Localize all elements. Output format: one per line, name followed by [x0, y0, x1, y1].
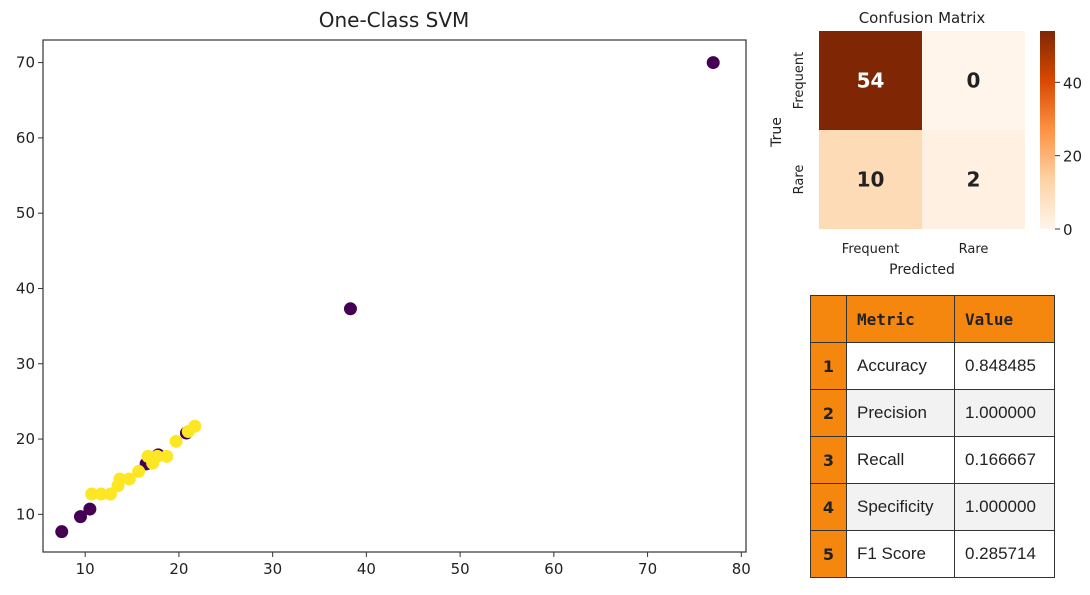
cm-x-tick-label: Frequent — [842, 242, 899, 257]
metrics-row: 4 Specificity 1.000000 — [810, 483, 1055, 531]
confusion-matrix: Confusion Matrix 54 010 2 Frequent RareFreq… — [769, 9, 1082, 278]
metrics-row-index: 4 — [810, 483, 847, 531]
outlier-point — [73, 510, 87, 524]
inlier-point — [188, 419, 202, 433]
metrics-row: 3 Recall 0.166667 — [810, 436, 1055, 484]
cm-cell-value: 0 — [967, 69, 981, 93]
metrics-row-value: 1.000000 — [954, 483, 1055, 531]
scatter-x-ticks: 10 20 30 40 50 60 70 80 — [76, 552, 751, 578]
cm-xlabel: Predicted — [889, 262, 955, 278]
inlier-point — [85, 487, 99, 501]
inlier-point — [160, 449, 174, 463]
outlier-point — [83, 502, 97, 516]
metrics-row-metric: Recall — [846, 436, 955, 484]
metrics-row-metric: F1 Score — [846, 530, 955, 578]
cm-cell — [819, 130, 922, 229]
scatter-plot-area — [42, 39, 747, 553]
metrics-row: 5 F1 Score 0.285714 — [810, 530, 1055, 578]
cm-cell — [922, 130, 1025, 229]
y-tick-label: 20 — [16, 430, 35, 448]
x-tick-label: 80 — [732, 560, 751, 578]
cm-cells: 54 0 10 2 — [819, 31, 1025, 229]
cm-labels: Frequent Rare Frequent Rare — [792, 52, 988, 257]
outlier-point — [343, 302, 357, 316]
metrics-row-metric: Specificity — [846, 483, 955, 531]
metrics-row-index: 5 — [810, 530, 847, 578]
scatter-points — [55, 56, 720, 539]
metrics-row: 1 Accuracy 0.848485 — [810, 342, 1055, 390]
metrics-table: Metric Value 1 Accuracy 0.848485 2 Preci… — [810, 295, 1055, 578]
outlier-point — [55, 525, 69, 539]
metrics-row: 2 Precision 1.000000 — [810, 389, 1055, 437]
cm-x-tick-label: Rare — [959, 242, 989, 257]
colorbar-tick-label: 40 — [1063, 74, 1082, 92]
inlier-point — [103, 487, 117, 501]
scatter-title: One-Class SVM — [319, 8, 470, 32]
x-tick-label: 40 — [357, 560, 376, 578]
metrics-row-index: 1 — [810, 342, 847, 390]
metrics-row-value: 0.166667 — [954, 436, 1055, 484]
inlier-point — [113, 472, 127, 486]
y-tick-label: 30 — [16, 355, 35, 373]
metrics-header-row: Metric Value — [810, 295, 1055, 343]
x-tick-label: 10 — [76, 560, 95, 578]
x-tick-label: 30 — [263, 560, 282, 578]
metrics-header-value: Value — [954, 295, 1055, 343]
metrics-row-value: 1.000000 — [954, 389, 1055, 437]
inlier-point — [122, 472, 136, 486]
cm-y-tick-label: Frequent — [792, 52, 807, 109]
cm-colorbar-ticks: 0 20 40 — [1055, 74, 1082, 239]
cm-cell — [819, 31, 922, 130]
inlier-point — [94, 487, 108, 501]
scatter-plot: One-Class SVM 10 20 30 40 50 60 70 80 10 20 30 40 5… — [16, 8, 751, 578]
cm-cell-value: 2 — [967, 168, 981, 192]
cm-colorbar — [1040, 31, 1055, 229]
outlier-point — [706, 56, 720, 70]
inlier-point — [150, 449, 164, 463]
cm-cell — [922, 31, 1025, 130]
cm-title: Confusion Matrix — [859, 9, 986, 27]
cm-y-tick-label: Rare — [792, 165, 807, 195]
metrics-row-index: 3 — [810, 436, 847, 484]
y-tick-label: 70 — [16, 54, 35, 72]
metrics-row-metric: Accuracy — [846, 342, 955, 390]
x-tick-label: 70 — [638, 560, 657, 578]
cm-cell-value: 10 — [857, 168, 885, 192]
inlier-point — [169, 434, 183, 448]
x-tick-label: 50 — [451, 560, 470, 578]
x-tick-label: 20 — [169, 560, 188, 578]
cm-cell-value: 54 — [857, 69, 885, 93]
y-tick-label: 60 — [16, 129, 35, 147]
colorbar-tick-label: 20 — [1063, 148, 1082, 166]
metrics-row-value: 0.285714 — [954, 530, 1055, 578]
y-tick-label: 50 — [16, 204, 35, 222]
y-tick-label: 40 — [16, 279, 35, 297]
metrics-row-index: 2 — [810, 389, 847, 437]
metrics-row-value: 0.848485 — [954, 342, 1055, 390]
metrics-header-index — [810, 295, 847, 343]
metrics-header-metric: Metric — [846, 295, 955, 343]
metrics-row-metric: Precision — [846, 389, 955, 437]
y-tick-label: 10 — [16, 505, 35, 523]
scatter-y-ticks: 10 20 30 40 50 60 70 — [16, 54, 43, 523]
cm-ylabel: True — [769, 117, 785, 148]
inlier-point — [132, 464, 146, 478]
x-tick-label: 60 — [544, 560, 563, 578]
colorbar-tick-label: 0 — [1063, 221, 1073, 239]
